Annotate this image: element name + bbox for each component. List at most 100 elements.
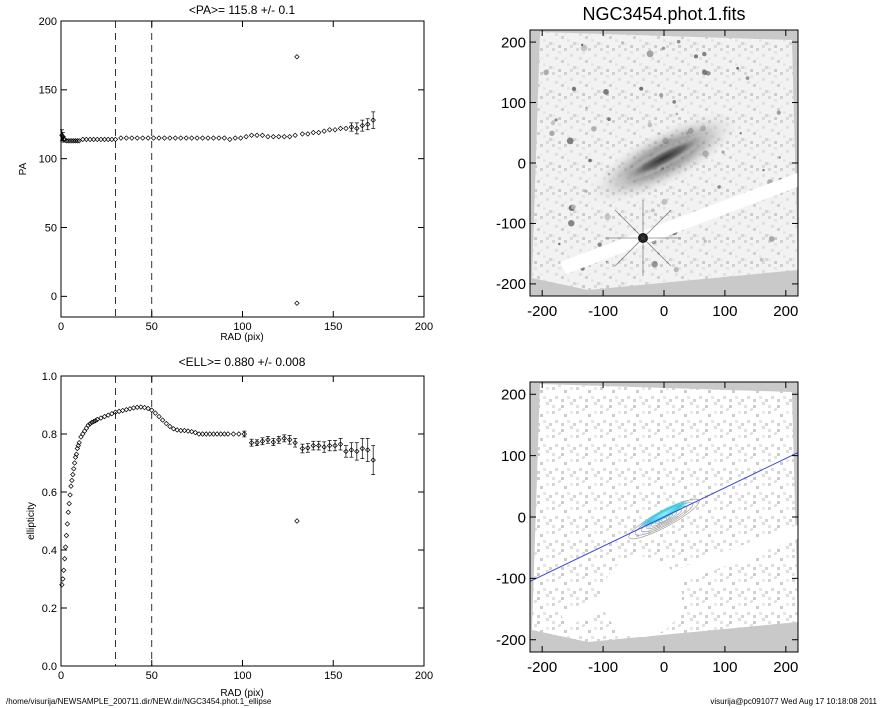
data-point: [276, 437, 282, 443]
data-point: [292, 132, 298, 138]
data-point: [87, 136, 93, 143]
field-star: [646, 50, 654, 58]
y-tick-label: 100: [501, 448, 526, 465]
field-star: [558, 242, 561, 246]
x-tick-label: 200: [415, 321, 433, 333]
data-point: [299, 131, 306, 137]
pa-plot-title: <PA>= 115.8 +/- 0.1: [189, 3, 296, 17]
isophote-panel: -200 -100 0 100 200 -200 -100 0 100 200: [496, 381, 799, 676]
field-star: [607, 117, 611, 122]
x-tick-label: 200: [773, 303, 798, 320]
data-point: [332, 127, 338, 133]
data-point: [343, 125, 349, 132]
data-point: [205, 135, 211, 141]
field-star: [554, 118, 558, 122]
data-point: [71, 466, 77, 472]
x-tick-label: 100: [712, 659, 737, 676]
data-point: [227, 136, 233, 143]
data-point: [78, 434, 84, 440]
y-tick-label: 100: [501, 95, 526, 112]
data-point: [156, 135, 162, 141]
data-point: [270, 439, 277, 445]
data-point: [123, 135, 130, 141]
footer-file-path: /home/visurija/NEWSAMPLE_200711.dir/NEW.…: [6, 697, 272, 706]
data-point: [83, 425, 90, 431]
data-point: [139, 135, 146, 141]
data-point: [326, 442, 333, 449]
data-point: [259, 132, 266, 138]
y-tick-label: 0.8: [42, 429, 57, 441]
data-point: [69, 138, 75, 144]
field-star: [673, 267, 679, 273]
data-point: [156, 413, 162, 420]
field-star: [580, 43, 584, 47]
pa-profile-plot: <PA>= 115.8 +/- 0.1 0 50 100 150 200 0 50 100 15…: [18, 3, 433, 343]
data-point: [65, 138, 71, 144]
data-point: [370, 457, 376, 463]
data-point: [59, 582, 65, 588]
data-point: [174, 427, 180, 433]
data-point: [348, 447, 355, 453]
data-point: [199, 135, 206, 141]
field-star: [550, 120, 556, 126]
y-tick-label: 200: [501, 387, 526, 404]
data-point: [225, 431, 231, 437]
data-point: [236, 431, 242, 437]
data-point: [98, 415, 104, 421]
data-point: [270, 133, 277, 140]
data-point: [337, 125, 344, 132]
data-point: [192, 429, 199, 436]
data-point: [286, 437, 293, 443]
field-star: [672, 99, 677, 104]
field-star: [676, 39, 681, 44]
footer-user-stamp: visurija@pc091077 Wed Aug 17 10:18:08 20…: [710, 697, 877, 706]
field-star: [543, 69, 549, 76]
field-star: [661, 46, 666, 50]
x-tick-label: 100: [233, 670, 251, 682]
data-point: [332, 442, 338, 449]
data-point: [64, 521, 71, 527]
data-point: [216, 135, 222, 141]
field-star: [745, 76, 750, 80]
y-tick-label: 0.6: [42, 487, 57, 499]
y-tick-label: 0.4: [42, 545, 57, 557]
data-point: [232, 135, 238, 141]
data-point: [254, 132, 260, 138]
field-star: [703, 239, 707, 243]
data-point: [354, 125, 360, 132]
ellipticity-x-axis-label: RAD (pix): [220, 688, 263, 699]
data-point: [94, 416, 100, 423]
y-tick-label: 0.2: [42, 603, 57, 615]
data-point: [321, 128, 327, 134]
data-point: [80, 431, 86, 437]
data-point: [221, 135, 228, 141]
data-point: [348, 124, 355, 130]
data-point: [265, 437, 271, 443]
star-spikes: [605, 200, 681, 276]
field-star: [702, 51, 707, 57]
data-point: [199, 431, 206, 437]
field-star: [604, 213, 611, 221]
data-point: [69, 477, 75, 484]
data-point: [101, 413, 108, 420]
galaxy-image-panel: NGC3454.phot.1.fits -200 -100 0 100 200 -200 -…: [496, 4, 799, 320]
x-tick-label: -200: [527, 659, 557, 676]
field-star: [702, 69, 708, 76]
data-point: [316, 442, 322, 449]
y-tick-label: 200: [501, 34, 526, 51]
data-point: [210, 431, 217, 437]
data-point: [292, 440, 298, 446]
data-point: [81, 428, 88, 434]
data-point: [178, 135, 184, 141]
data-point: [365, 121, 371, 127]
field-star: [661, 198, 668, 205]
data-point: [326, 127, 333, 133]
data-point: [310, 442, 316, 449]
data-point: [310, 129, 316, 136]
data-point: [89, 419, 95, 426]
y-tick-label: 0.0: [42, 661, 57, 673]
data-point: [61, 567, 67, 573]
data-point: [71, 138, 77, 144]
field-star: [776, 110, 781, 115]
field-star: [693, 54, 699, 59]
